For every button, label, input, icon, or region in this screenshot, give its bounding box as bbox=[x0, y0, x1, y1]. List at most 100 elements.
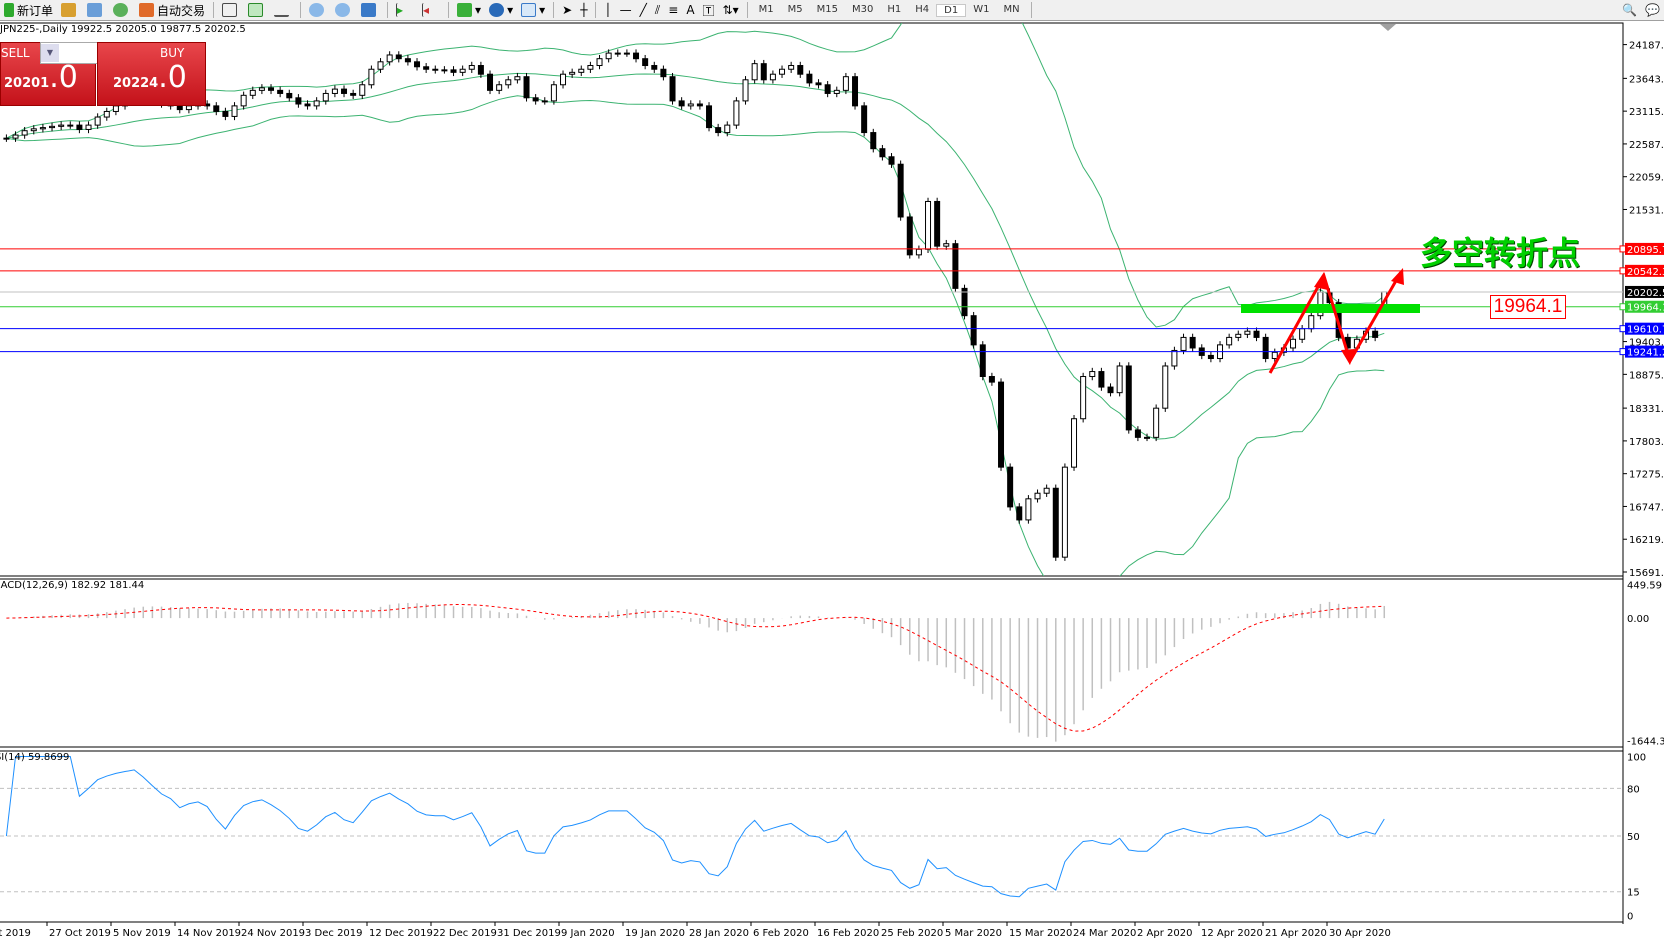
candle bbox=[687, 103, 694, 107]
buy-price: 20224.0 bbox=[113, 60, 187, 95]
cloud-button[interactable] bbox=[83, 1, 109, 20]
text-label-button[interactable]: 🅃 bbox=[699, 1, 719, 20]
volume-decrease-button[interactable]: ▼ bbox=[41, 44, 59, 62]
rsi-axis-label: 80 bbox=[1627, 784, 1640, 795]
time-axis-label: 28 Jan 2020 bbox=[689, 928, 749, 939]
timeframe-mn[interactable]: MN bbox=[1003, 3, 1020, 15]
level-tag-label: 19964.1 bbox=[1627, 303, 1664, 314]
price-pane bbox=[3, 23, 1388, 576]
candle bbox=[1171, 349, 1178, 367]
level-tag-label: 19241.2 bbox=[1627, 348, 1664, 359]
candle bbox=[94, 116, 101, 126]
timeframe-m15[interactable]: M15 bbox=[816, 3, 838, 15]
candle bbox=[441, 69, 448, 72]
line-chart-button[interactable] bbox=[270, 1, 296, 20]
candle bbox=[395, 54, 402, 60]
candle bbox=[1162, 365, 1169, 409]
vertical-line-button[interactable]: │ bbox=[600, 1, 615, 20]
timeframe-m30[interactable]: M30 bbox=[851, 3, 874, 15]
time-axis-label: 6 Feb 2020 bbox=[753, 928, 809, 939]
chat-button[interactable]: 💬 bbox=[1641, 1, 1664, 20]
candle bbox=[550, 84, 557, 102]
time-axis-label: 14 Nov 2019 bbox=[177, 928, 241, 939]
history-button[interactable] bbox=[57, 1, 83, 20]
candle bbox=[797, 65, 804, 75]
zoom-in-button[interactable] bbox=[305, 1, 331, 20]
time-axis-label: 15 Mar 2020 bbox=[1009, 928, 1072, 939]
candle bbox=[423, 66, 430, 70]
price-tick-label: 16219.0 bbox=[1629, 535, 1664, 546]
bar-chart-button[interactable] bbox=[218, 1, 244, 20]
candle bbox=[1089, 371, 1096, 378]
candle bbox=[724, 124, 731, 134]
timeframe-h1[interactable]: H1 bbox=[887, 3, 902, 15]
candle bbox=[998, 381, 1005, 468]
horizontal-line-button[interactable]: — bbox=[616, 1, 636, 20]
text-button[interactable]: A bbox=[682, 1, 698, 20]
time-axis-label: 21 Apr 2020 bbox=[1265, 928, 1327, 939]
candle bbox=[377, 61, 384, 70]
macd-label: MACD(12,26,9) 182.92 181.44 bbox=[0, 580, 145, 591]
candle bbox=[578, 68, 585, 73]
turning-point-annotation[interactable]: 多空转折点 bbox=[1420, 234, 1581, 272]
rsi-label: RSI(14) 59.8699 bbox=[0, 752, 70, 763]
timeframe-w1[interactable]: W1 bbox=[973, 3, 990, 15]
macd-signal-line bbox=[6, 604, 1385, 732]
candle-chart-button[interactable] bbox=[244, 1, 270, 20]
tile-windows-button[interactable] bbox=[357, 1, 383, 20]
candle bbox=[1052, 487, 1059, 558]
signal-icon bbox=[113, 3, 129, 17]
fibonacci-button[interactable]: ≡ bbox=[664, 1, 682, 20]
zoom-out-button[interactable] bbox=[331, 1, 357, 20]
timeframe-m1[interactable]: M1 bbox=[758, 3, 774, 15]
candle bbox=[678, 100, 685, 107]
price-tick-label: 19403.0 bbox=[1629, 338, 1664, 349]
auto-trading-button[interactable]: 自动交易 bbox=[135, 1, 209, 20]
arrows-icon: ⇅▾ bbox=[722, 3, 739, 17]
autoscroll-button[interactable]: ▸ bbox=[392, 1, 418, 20]
candle bbox=[477, 65, 484, 75]
candle bbox=[1153, 407, 1160, 438]
crosshair-button[interactable]: ┼ bbox=[576, 1, 591, 20]
channel-button[interactable]: ⫽ bbox=[651, 1, 664, 20]
trendline-button[interactable]: ╱ bbox=[636, 1, 651, 20]
candle bbox=[1180, 336, 1187, 351]
timeframe-h4[interactable]: H4 bbox=[915, 3, 930, 15]
candle bbox=[642, 58, 649, 67]
cursor-button[interactable]: ➤ bbox=[558, 1, 576, 20]
chart-header: JPN225-,Daily 19922.5 20205.0 19877.5 20… bbox=[0, 24, 246, 35]
candle bbox=[176, 105, 183, 111]
signal-button[interactable] bbox=[109, 1, 135, 20]
candle bbox=[85, 124, 92, 130]
arrows-button[interactable]: ⇅▾ bbox=[719, 1, 743, 20]
candle bbox=[1253, 330, 1260, 338]
candle bbox=[1116, 365, 1123, 394]
crosshair-icon: ┼ bbox=[580, 3, 588, 17]
arrow-head-icon bbox=[1341, 349, 1355, 365]
price-box-annotation[interactable]: 19964.1 bbox=[1490, 295, 1566, 319]
candle bbox=[249, 89, 256, 96]
arrow-head-icon bbox=[1391, 268, 1404, 285]
periods-button[interactable]: ▾ bbox=[485, 1, 517, 20]
level-tag-label: 20895.7 bbox=[1627, 245, 1664, 256]
chart-shift-button[interactable]: ◂ bbox=[418, 1, 444, 20]
candle bbox=[605, 52, 612, 60]
candle bbox=[496, 84, 503, 91]
indicators-button[interactable]: ▾ bbox=[453, 1, 485, 20]
search-button[interactable]: 🔍 bbox=[1618, 1, 1641, 20]
timeframe-d1[interactable]: D1 bbox=[936, 3, 967, 17]
rsi-axis-label: 0 bbox=[1627, 912, 1633, 923]
rsi-axis-label: 100 bbox=[1627, 753, 1646, 764]
buy-button[interactable]: BUY 20224.0 bbox=[97, 42, 206, 106]
new-order-button[interactable]: 新订单 bbox=[0, 1, 57, 20]
candle bbox=[1235, 333, 1242, 338]
templates-button[interactable]: ▾ bbox=[517, 1, 549, 20]
chart-shift-marker-icon bbox=[1380, 24, 1396, 31]
cloud-icon bbox=[87, 3, 103, 17]
timeframe-m5[interactable]: M5 bbox=[787, 3, 803, 15]
candle bbox=[596, 58, 603, 67]
cursor-icon: ➤ bbox=[562, 3, 573, 17]
timeframe-bar: M1 M5 M15 M30 H1 H4 D1 W1 MN bbox=[752, 3, 1027, 17]
chat-icon: 💬 bbox=[1645, 3, 1660, 17]
